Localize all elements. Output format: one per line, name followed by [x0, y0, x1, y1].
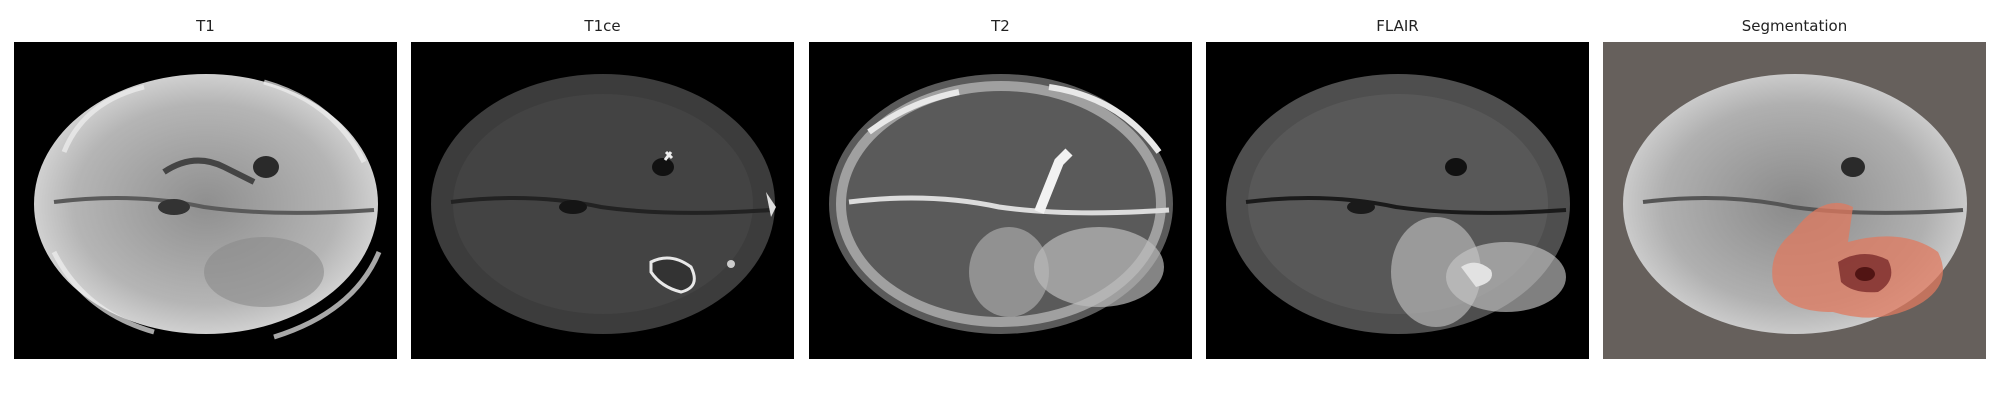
t1ce-brain-slice: [431, 74, 776, 334]
flair-brain-image: [1206, 42, 1589, 359]
panel-title: T2: [991, 17, 1010, 35]
panel-t1ce: T1ce: [411, 0, 794, 400]
t1ce-brain-image: [411, 42, 794, 359]
t2-brain-image: [809, 42, 1192, 359]
panel-segmentation: Segmentation: [1603, 0, 1986, 400]
panel-flair: FLAIR: [1206, 0, 1589, 400]
t1-brain-image: [14, 42, 397, 359]
panel-title: T1: [196, 17, 215, 35]
panel-title: T1ce: [584, 17, 621, 35]
panel-title: FLAIR: [1376, 17, 1419, 35]
panel-t2: T2: [809, 0, 1192, 400]
t2-brain-slice: [829, 74, 1173, 334]
flair-brain-slice: [1226, 74, 1570, 334]
panel-t1: T1: [14, 0, 397, 400]
segmentation-image: [1603, 42, 1986, 359]
t1-brain-slice: [34, 74, 382, 340]
panel-title: Segmentation: [1741, 17, 1848, 35]
enhancing-region: [1855, 267, 1875, 281]
segmentation-overlay: [1623, 74, 1967, 334]
